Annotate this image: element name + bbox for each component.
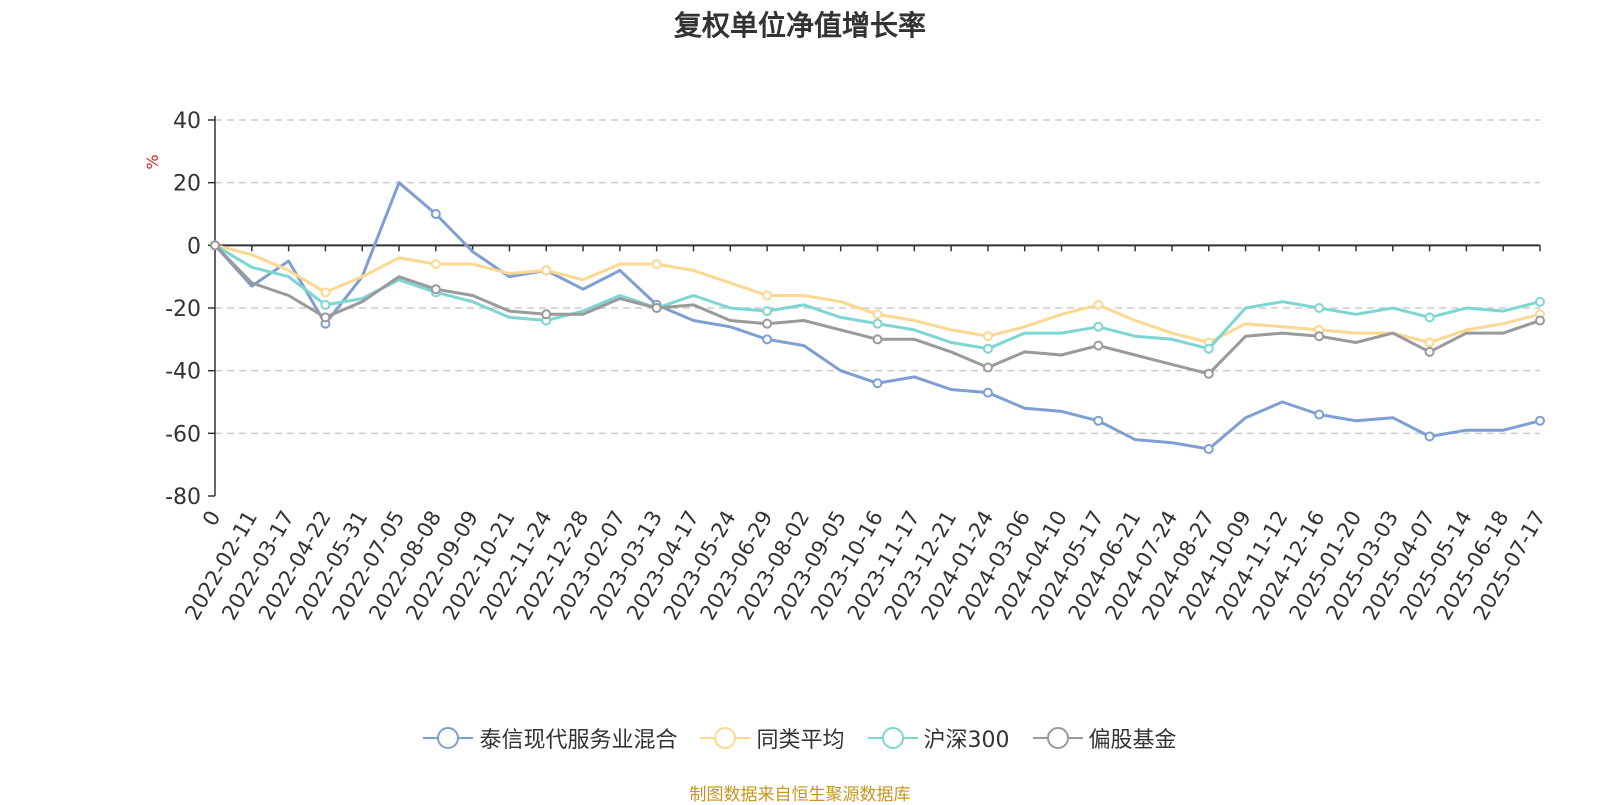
- data-point-peer-average: [1424, 337, 1435, 348]
- legend-label-csi300: 沪深300: [923, 728, 1010, 753]
- data-point-csi300: [762, 306, 773, 317]
- data-point-csi300: [320, 299, 331, 310]
- data-point-equity-fund: [1093, 340, 1104, 351]
- legend-marker-csi300: [867, 727, 918, 749]
- data-point-equity-fund: [762, 318, 773, 329]
- data-point-csi300: [1093, 321, 1104, 332]
- data-point-fund: [1424, 431, 1435, 442]
- legend: 泰信现代服务业混合 同类平均 沪深300 偏股基金: [0, 722, 1600, 755]
- legend-label-peer-average: 同类平均: [756, 728, 845, 753]
- data-point-equity-fund: [872, 334, 883, 345]
- data-point-equity-fund: [651, 303, 662, 313]
- data-point-fund: [982, 387, 993, 398]
- data-point-peer-average: [762, 290, 773, 301]
- source-note: 制图数据来自恒生聚源数据库: [689, 785, 911, 805]
- legend-item-peer-average[interactable]: 同类平均: [700, 722, 845, 754]
- x-tick-label: 0: [198, 507, 225, 531]
- data-point-equity-fund: [541, 309, 552, 320]
- data-point-csi300: [1203, 343, 1214, 354]
- y-tick-label: 0: [187, 234, 201, 259]
- y-tick-label: -40: [165, 360, 201, 385]
- chart-title: 复权单位净值增长率: [673, 9, 926, 42]
- data-point-csi300: [1424, 312, 1435, 323]
- data-point-equity-fund: [1203, 368, 1214, 379]
- data-point-peer-average: [1093, 299, 1104, 310]
- y-tick-label: 20: [173, 172, 201, 197]
- data-point-fund: [872, 378, 883, 389]
- data-point-peer-average: [651, 259, 662, 270]
- legend-marker-peer-average: [700, 727, 751, 749]
- legend-label-fund: 泰信现代服务业混合: [479, 728, 678, 753]
- y-axis-label: %: [143, 154, 162, 169]
- legend-marker-equity-fund: [1032, 727, 1083, 749]
- data-point-peer-average: [430, 259, 441, 270]
- data-point-equity-fund: [210, 240, 220, 251]
- data-point-fund: [1535, 415, 1545, 426]
- y-tick-label: -80: [165, 485, 201, 510]
- data-point-fund: [1314, 409, 1325, 420]
- data-point-equity-fund: [320, 312, 331, 323]
- data-point-equity-fund: [982, 362, 993, 373]
- data-point-csi300: [872, 318, 883, 329]
- data-point-fund: [430, 209, 441, 219]
- data-point-equity-fund: [1314, 331, 1325, 342]
- data-point-csi300: [982, 343, 993, 354]
- data-point-csi300: [1535, 296, 1545, 307]
- data-point-peer-average: [320, 287, 331, 298]
- y-tick-label: 40: [173, 109, 201, 134]
- data-point-peer-average: [982, 331, 993, 342]
- y-tick-label: -60: [165, 422, 201, 447]
- legend-label-equity-fund: 偏股基金: [1088, 728, 1177, 753]
- legend-item-fund[interactable]: 泰信现代服务业混合: [423, 722, 677, 754]
- data-point-peer-average: [541, 265, 552, 276]
- legend-marker-fund: [423, 727, 474, 749]
- data-point-fund: [1203, 444, 1214, 454]
- data-point-peer-average: [872, 309, 883, 320]
- data-point-equity-fund: [1535, 315, 1545, 326]
- data-point-fund: [1093, 415, 1104, 426]
- data-point-equity-fund: [430, 284, 441, 295]
- legend-item-csi300[interactable]: 沪深300: [867, 722, 1010, 754]
- legend-item-equity-fund[interactable]: 偏股基金: [1032, 722, 1177, 754]
- data-point-fund: [762, 334, 773, 345]
- y-tick-label: -20: [165, 297, 201, 322]
- data-point-csi300: [1314, 303, 1325, 313]
- data-point-equity-fund: [1424, 346, 1435, 357]
